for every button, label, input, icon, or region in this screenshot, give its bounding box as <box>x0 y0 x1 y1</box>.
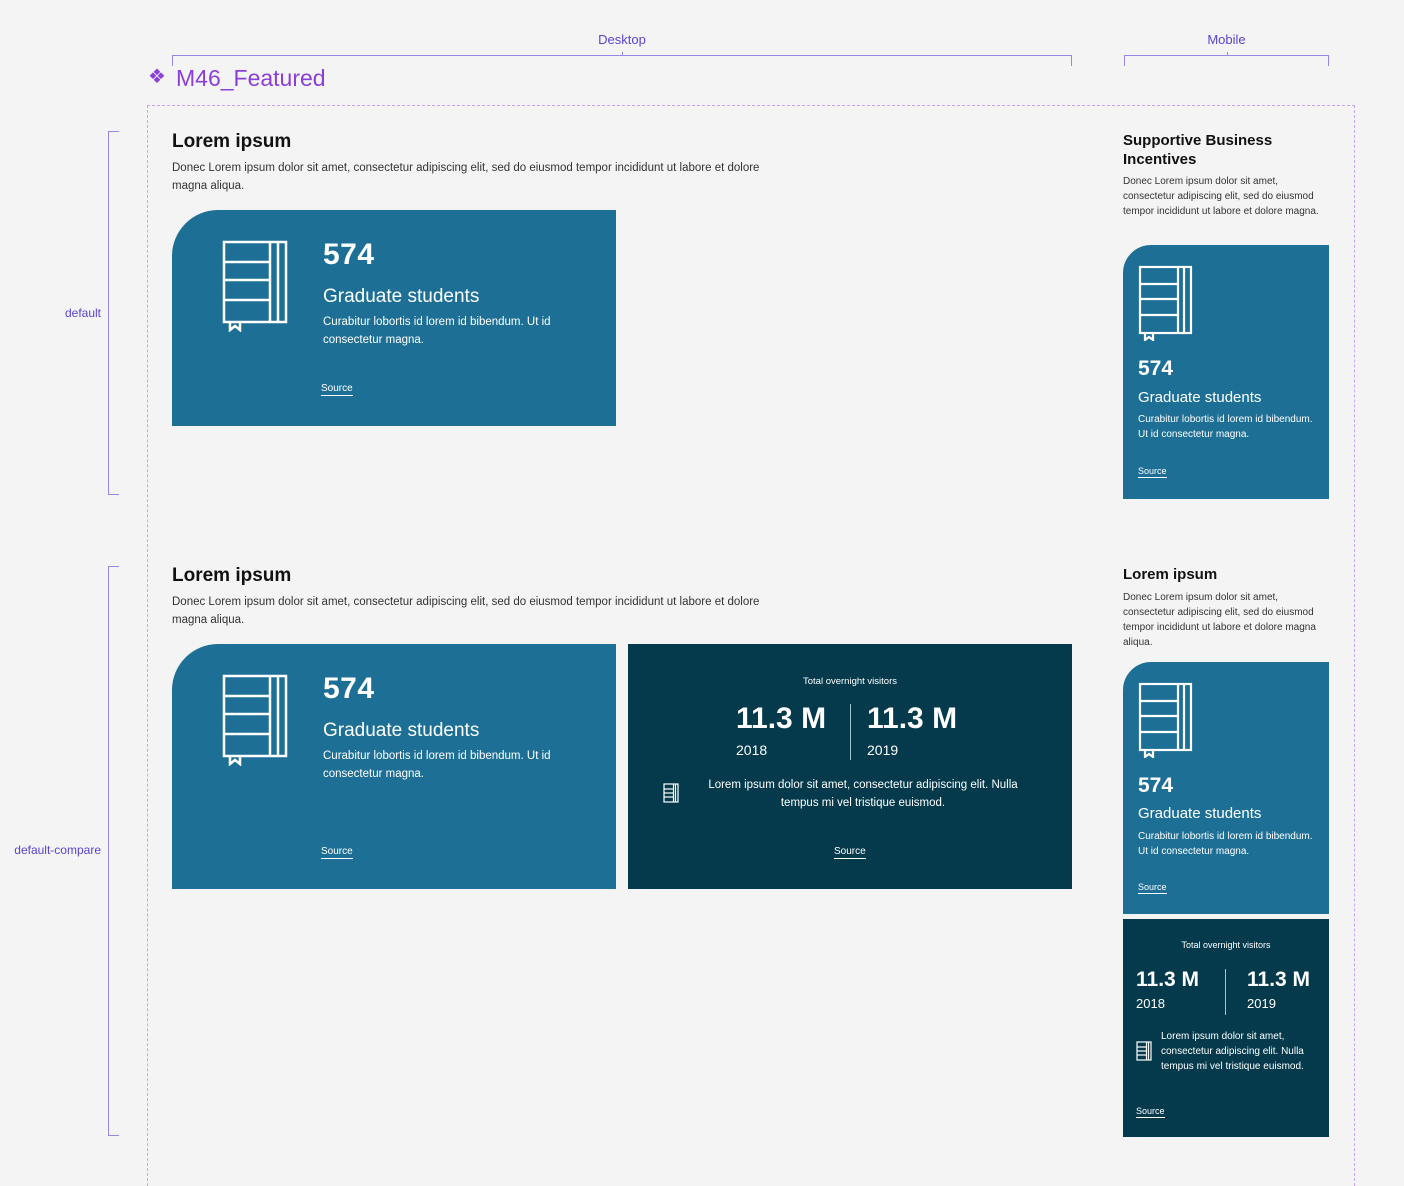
stat-subtitle: Graduate students <box>323 720 480 741</box>
featured-stat-card: 574 Graduate students Curabitur lobortis… <box>172 644 616 889</box>
stat-number: 574 <box>323 672 375 705</box>
mobile-section-description: Donec Lorem ipsum dolor sit amet, consec… <box>1123 176 1319 217</box>
mobile-stat-text: Curabitur lobortis id lorem id bibendum.… <box>1138 831 1313 857</box>
mobile-section-title: Supportive Business Incentives <box>1123 132 1273 168</box>
desktop-column-bracket <box>172 52 1072 66</box>
mobile-compare-divider <box>1225 969 1226 1015</box>
mobile-compare-right-value: 11.3 M <box>1247 968 1311 991</box>
mobile-compare-left-year: 2018 <box>1136 996 1165 1011</box>
component-frame <box>147 105 1355 1186</box>
section-title: Lorem ipsum <box>172 131 292 152</box>
compare-text: Lorem ipsum dolor sit amet, consectetur … <box>708 779 1018 809</box>
component-diamond-icon: ❖ <box>148 66 166 88</box>
component-title[interactable]: M46_Featured <box>176 65 326 91</box>
stat-text: Curabitur lobortis id lorem id bibendum.… <box>323 316 551 346</box>
book-icon <box>222 674 290 771</box>
mobile-column-label: Mobile <box>1207 32 1246 47</box>
compare-stat-card: Total overnight visitors 11.3 M 2018 11.… <box>628 644 1072 889</box>
book-icon <box>1138 682 1194 763</box>
compare-caption: Total overnight visitors <box>803 676 897 687</box>
mobile-compare-stat-card: Total overnight visitors 11.3 M 2018 11.… <box>1123 919 1329 1137</box>
book-icon <box>663 783 679 810</box>
mobile-compare-text: Lorem ipsum dolor sit amet, consectetur … <box>1161 1031 1304 1072</box>
compare-section-description: Donec Lorem ipsum dolor sit amet, consec… <box>172 596 760 626</box>
book-icon <box>1138 265 1194 346</box>
mobile-column-bracket <box>1124 52 1329 66</box>
mobile-stat-subtitle: Graduate students <box>1138 805 1262 822</box>
mobile-compare-caption: Total overnight visitors <box>1181 940 1271 950</box>
default-variant-label: default <box>64 306 101 320</box>
compare-source-link[interactable]: Source <box>834 846 866 859</box>
mobile-stat-text: Curabitur lobortis id lorem id bibendum.… <box>1138 414 1313 440</box>
book-icon <box>222 240 290 337</box>
book-icon <box>1136 1041 1152 1068</box>
mobile-compare-source-link[interactable]: Source <box>1136 1106 1165 1118</box>
section-description: Donec Lorem ipsum dolor sit amet, consec… <box>172 162 760 192</box>
compare-variant-bracket <box>108 566 119 1136</box>
stat-subtitle: Graduate students <box>323 286 480 307</box>
mobile-stat-subtitle: Graduate students <box>1138 389 1262 406</box>
mobile-compare-section-title: Lorem ipsum <box>1123 566 1218 583</box>
compare-left-value: 11.3 M <box>736 702 827 735</box>
source-link[interactable]: Source <box>321 846 353 859</box>
source-link[interactable]: Source <box>321 383 353 396</box>
compare-right-value: 11.3 M <box>867 702 958 735</box>
compare-divider <box>850 704 851 760</box>
default-variant-bracket <box>108 131 119 495</box>
stat-number: 574 <box>323 238 375 271</box>
mobile-compare-right-year: 2019 <box>1247 996 1276 1011</box>
stat-text: Curabitur lobortis id lorem id bibendum.… <box>323 750 551 780</box>
desktop-column-label: Desktop <box>598 32 646 47</box>
mobile-featured-stat-card: 574 Graduate students Curabitur lobortis… <box>1123 245 1329 499</box>
compare-right-year: 2019 <box>867 742 899 758</box>
featured-stat-card: 574 Graduate students Curabitur lobortis… <box>172 210 616 426</box>
mobile-source-link[interactable]: Source <box>1138 882 1167 894</box>
mobile-featured-stat-card: 574 Graduate students Curabitur lobortis… <box>1123 662 1329 914</box>
mobile-compare-left-value: 11.3 M <box>1136 968 1200 991</box>
mobile-source-link[interactable]: Source <box>1138 466 1167 478</box>
compare-section-title: Lorem ipsum <box>172 565 292 586</box>
mobile-stat-number: 574 <box>1138 357 1174 380</box>
compare-left-year: 2018 <box>736 742 768 758</box>
mobile-stat-number: 574 <box>1138 774 1174 797</box>
mobile-compare-section-description: Donec Lorem ipsum dolor sit amet, consec… <box>1123 592 1316 648</box>
compare-variant-label: default-compare <box>14 843 101 857</box>
